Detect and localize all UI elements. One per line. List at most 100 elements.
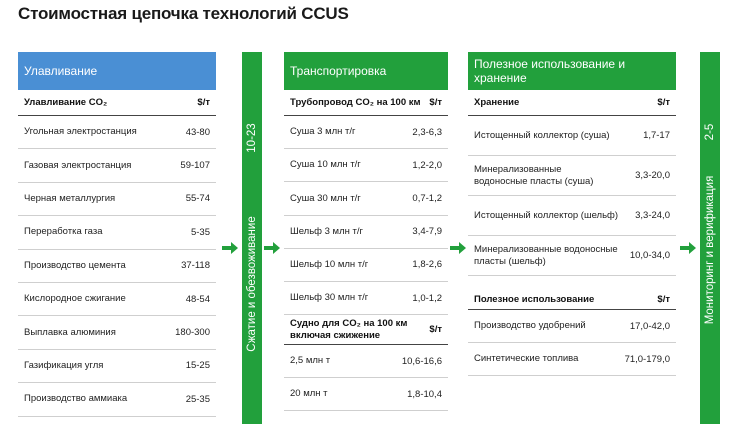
row-label: Шельф 10 млн т/г xyxy=(290,258,369,270)
row-value: 10,6-16,6 xyxy=(401,355,442,367)
row-value: 25-35 xyxy=(185,393,210,405)
row-label: Производство цемента xyxy=(24,259,126,271)
row-label: Минерализованные водоносные пласты (шель… xyxy=(474,243,618,267)
transport-panel: Транспортировка Трубопровод CO₂ на 100 к… xyxy=(284,52,448,412)
row-label: Производство удобрений xyxy=(474,320,586,332)
capture-panel: Улавливание Улавливание CO₂ $/т Угольная… xyxy=(18,52,216,417)
capture-row: Производство аммиака 25-35 xyxy=(18,383,216,417)
compression-bar: 10-23 Сжатие и обезвоживание xyxy=(242,52,262,424)
monitoring-label: Мониторинг и верификация xyxy=(704,175,716,325)
row-label: Суша 10 млн т/г xyxy=(290,159,361,171)
pipeline-head-unit: $/т xyxy=(429,97,442,108)
storage-head-unit: $/т xyxy=(657,97,670,108)
row-label: Суша 30 млн т/г xyxy=(290,192,361,204)
arrow-right-icon xyxy=(222,242,238,254)
row-value: 3,4-7,9 xyxy=(412,226,442,238)
storage-row: Минерализованные водоносные пласты (шель… xyxy=(468,236,676,276)
use-storage-header: Полезное использование и хранение xyxy=(468,52,676,90)
utilization-head-label: Полезное использование xyxy=(474,294,595,305)
pipeline-table-head: Трубопровод CO₂ на 100 км $/т xyxy=(284,90,448,116)
capture-row: Переработка газа 5-35 xyxy=(18,216,216,250)
row-label: Шельф 3 млн т/г xyxy=(290,225,363,237)
use-storage-panel: Полезное использование и хранение Хранен… xyxy=(468,52,676,376)
row-value: 10,0-34,0 xyxy=(629,250,670,261)
row-label: Шельф 30 млн т/г xyxy=(290,292,369,304)
utilization-table-head: Полезное использование $/т xyxy=(468,290,676,310)
storage-row: Истощенный коллектор (суша) 1,7-17 xyxy=(468,116,676,156)
row-label: Синтетические топлива xyxy=(474,353,579,365)
row-value: 5-35 xyxy=(190,226,210,238)
capture-head-label: Улавливание CO₂ xyxy=(24,97,108,108)
row-value: 15-25 xyxy=(185,360,210,372)
ship-table-head: Судно для CO₂ на 100 км включая сжижение… xyxy=(284,315,448,346)
capture-row: Черная металлургия 55-74 xyxy=(18,183,216,217)
storage-head-label: Хранение xyxy=(474,97,520,108)
arrow-right-icon xyxy=(450,242,466,254)
row-value: 48-54 xyxy=(185,293,210,305)
compression-label: Сжатие и обезвоживание xyxy=(246,216,258,352)
row-label: Черная металлургия xyxy=(24,193,116,205)
capture-table-head: Улавливание CO₂ $/т xyxy=(18,90,216,116)
row-label: Истощенный коллектор (шельф) xyxy=(474,209,619,221)
row-value: 59-107 xyxy=(180,160,210,172)
row-value: 1,2-2,0 xyxy=(412,159,442,171)
row-label: Кислородное сжигание xyxy=(24,293,126,305)
row-value: 43-80 xyxy=(185,126,210,138)
transport-header: Транспортировка xyxy=(284,52,448,90)
row-label: Производство аммиака xyxy=(24,393,128,405)
row-label: Газификация угля xyxy=(24,359,104,371)
ship-row: 20 млн т 1,8-10,4 xyxy=(284,378,448,412)
row-value: 1,7-17 xyxy=(643,130,670,141)
capture-row: Газификация угля 15-25 xyxy=(18,350,216,384)
row-value: 55-74 xyxy=(185,193,210,205)
pipeline-row: Суша 3 млн т/г 2,3-6,3 xyxy=(284,116,448,150)
ship-row: 2,5 млн т 10,6-16,6 xyxy=(284,345,448,379)
ship-head-label: Судно для CO₂ на 100 км включая сжижение xyxy=(290,317,408,341)
capture-header: Улавливание xyxy=(18,52,216,90)
pipeline-row: Суша 10 млн т/г 1,2-2,0 xyxy=(284,149,448,183)
page-title: Стоимостная цепочка технологий CCUS xyxy=(18,4,349,23)
row-value: 17,0-42,0 xyxy=(629,320,670,332)
capture-row: Производство цемента 37-118 xyxy=(18,250,216,283)
row-value: 3,3-20,0 xyxy=(635,170,670,181)
row-label: Переработка газа xyxy=(24,226,103,238)
capture-row: Угольная электростанция 43-80 xyxy=(18,116,216,150)
row-value: 37-118 xyxy=(181,260,210,272)
row-value: 2,3-6,3 xyxy=(412,126,442,138)
row-label: Газовая электростанция xyxy=(24,159,132,171)
compression-cost: 10-23 xyxy=(246,123,258,153)
capture-row: Кислородное сжигание 48-54 xyxy=(18,283,216,317)
utilization-head-unit: $/т xyxy=(657,294,670,305)
storage-row: Истощенный коллектор (шельф) 3,3-24,0 xyxy=(468,196,676,236)
monitoring-cost: 2-5 xyxy=(704,123,716,141)
row-value: 1,0-1,2 xyxy=(412,292,442,304)
pipeline-row: Шельф 30 млн т/г 1,0-1,2 xyxy=(284,282,448,316)
utilization-row: Производство удобрений 17,0-42,0 xyxy=(468,310,676,343)
row-value: 0,7-1,2 xyxy=(412,192,442,204)
capture-row: Газовая электростанция 59-107 xyxy=(18,149,216,183)
utilization-row: Синтетические топлива 71,0-179,0 xyxy=(468,343,676,376)
pipeline-row: Шельф 10 млн т/г 1,8-2,6 xyxy=(284,249,448,282)
row-value: 180-300 xyxy=(175,327,210,339)
row-label: Минерализованные водоносные пласты (суша… xyxy=(474,163,594,187)
arrow-right-icon xyxy=(264,242,280,254)
storage-table-head: Хранение $/т xyxy=(468,90,676,116)
pipeline-head-label: Трубопровод CO₂ на 100 км xyxy=(290,97,421,108)
row-label: Истощенный коллектор (суша) xyxy=(474,129,610,141)
pipeline-row: Шельф 3 млн т/г 3,4-7,9 xyxy=(284,216,448,249)
ship-head-unit: $/т xyxy=(429,324,442,336)
row-label: Выплавка алюминия xyxy=(24,326,116,338)
row-label: Угольная электростанция xyxy=(24,126,137,138)
arrow-right-icon xyxy=(680,242,696,254)
row-label: 20 млн т xyxy=(290,388,328,400)
capture-row: Выплавка алюминия 180-300 xyxy=(18,316,216,350)
row-value: 71,0-179,0 xyxy=(624,353,670,365)
pipeline-row: Суша 30 млн т/г 0,7-1,2 xyxy=(284,182,448,216)
row-label: 2,5 млн т xyxy=(290,355,331,367)
row-value: 1,8-2,6 xyxy=(412,259,442,271)
storage-row: Минерализованные водоносные пласты (суша… xyxy=(468,156,676,196)
row-value: 3,3-24,0 xyxy=(635,210,670,221)
capture-head-unit: $/т xyxy=(197,97,210,108)
row-label: Суша 3 млн т/г xyxy=(290,126,356,138)
monitoring-bar: 2-5 Мониторинг и верификация xyxy=(700,52,720,424)
